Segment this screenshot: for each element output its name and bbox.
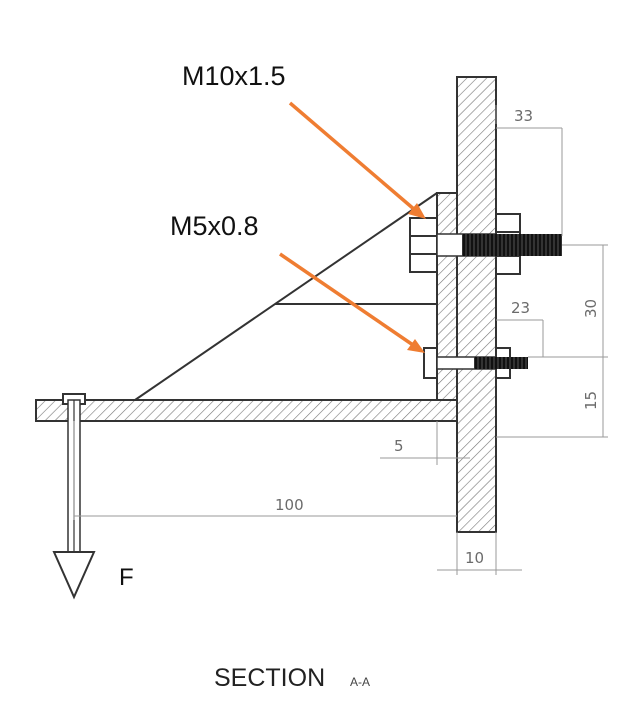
small-bolt-thread — [474, 357, 528, 369]
large-bolt-thread — [462, 234, 562, 256]
leader-arrow-m10 — [288, 101, 417, 212]
leader-arrow-m5 — [279, 252, 414, 347]
wall-plate — [456, 76, 497, 533]
dim-5-label: 5 — [394, 437, 404, 455]
dim-100-label: 100 — [275, 496, 304, 514]
bracket-arm — [35, 399, 458, 422]
dim-23-label: 23 — [511, 299, 530, 317]
leader-arrowhead-m10 — [408, 203, 426, 219]
leader-arrowhead-m5 — [407, 339, 425, 353]
dim-15-label: 15 — [582, 391, 600, 410]
bracket-flange — [436, 192, 458, 422]
large-bolt-head — [409, 217, 438, 273]
dim-10-label: 10 — [465, 549, 484, 567]
force-label: F — [119, 564, 134, 591]
section-suffix: A-A — [350, 675, 370, 689]
section-title: SECTION — [214, 664, 325, 692]
callout-m5: M5x0.8 — [170, 211, 259, 241]
gusset-diagonal — [134, 192, 438, 401]
dim-30-label: 30 — [582, 299, 600, 318]
small-bolt-head — [423, 347, 438, 379]
force-arrow — [52, 551, 96, 600]
dim-33-label: 33 — [514, 107, 533, 125]
callout-m10: M10x1.5 — [182, 61, 286, 91]
